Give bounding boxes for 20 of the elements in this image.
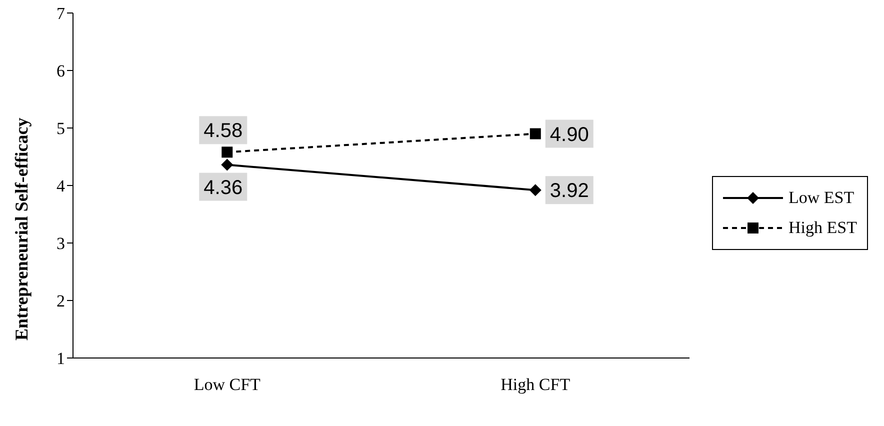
data-label: 3.92 [550, 180, 589, 202]
y-axis-title: Entrepreneurial Self-efficacy [11, 118, 32, 340]
y-tick-label: 1 [56, 349, 65, 368]
y-tick-label: 6 [56, 62, 65, 81]
data-label: 4.36 [204, 176, 243, 199]
y-tick-label: 4 [56, 176, 66, 196]
y-tick-label: 7 [56, 4, 66, 24]
point [222, 146, 233, 158]
point [529, 184, 542, 196]
y-tick-label: 2 [56, 292, 65, 311]
y-tick-label: 3 [56, 234, 65, 254]
data-label: 4.58 [204, 120, 243, 142]
data-label: 4.90 [550, 124, 589, 146]
y-tick-label: 5 [56, 119, 65, 138]
legend-label: High EST [788, 218, 857, 238]
point [221, 158, 234, 171]
x-tick-label: Low CFT [194, 375, 262, 394]
legend-label: Low EST [788, 188, 854, 208]
point [530, 128, 541, 140]
x-tick-label: High CFT [500, 375, 571, 394]
